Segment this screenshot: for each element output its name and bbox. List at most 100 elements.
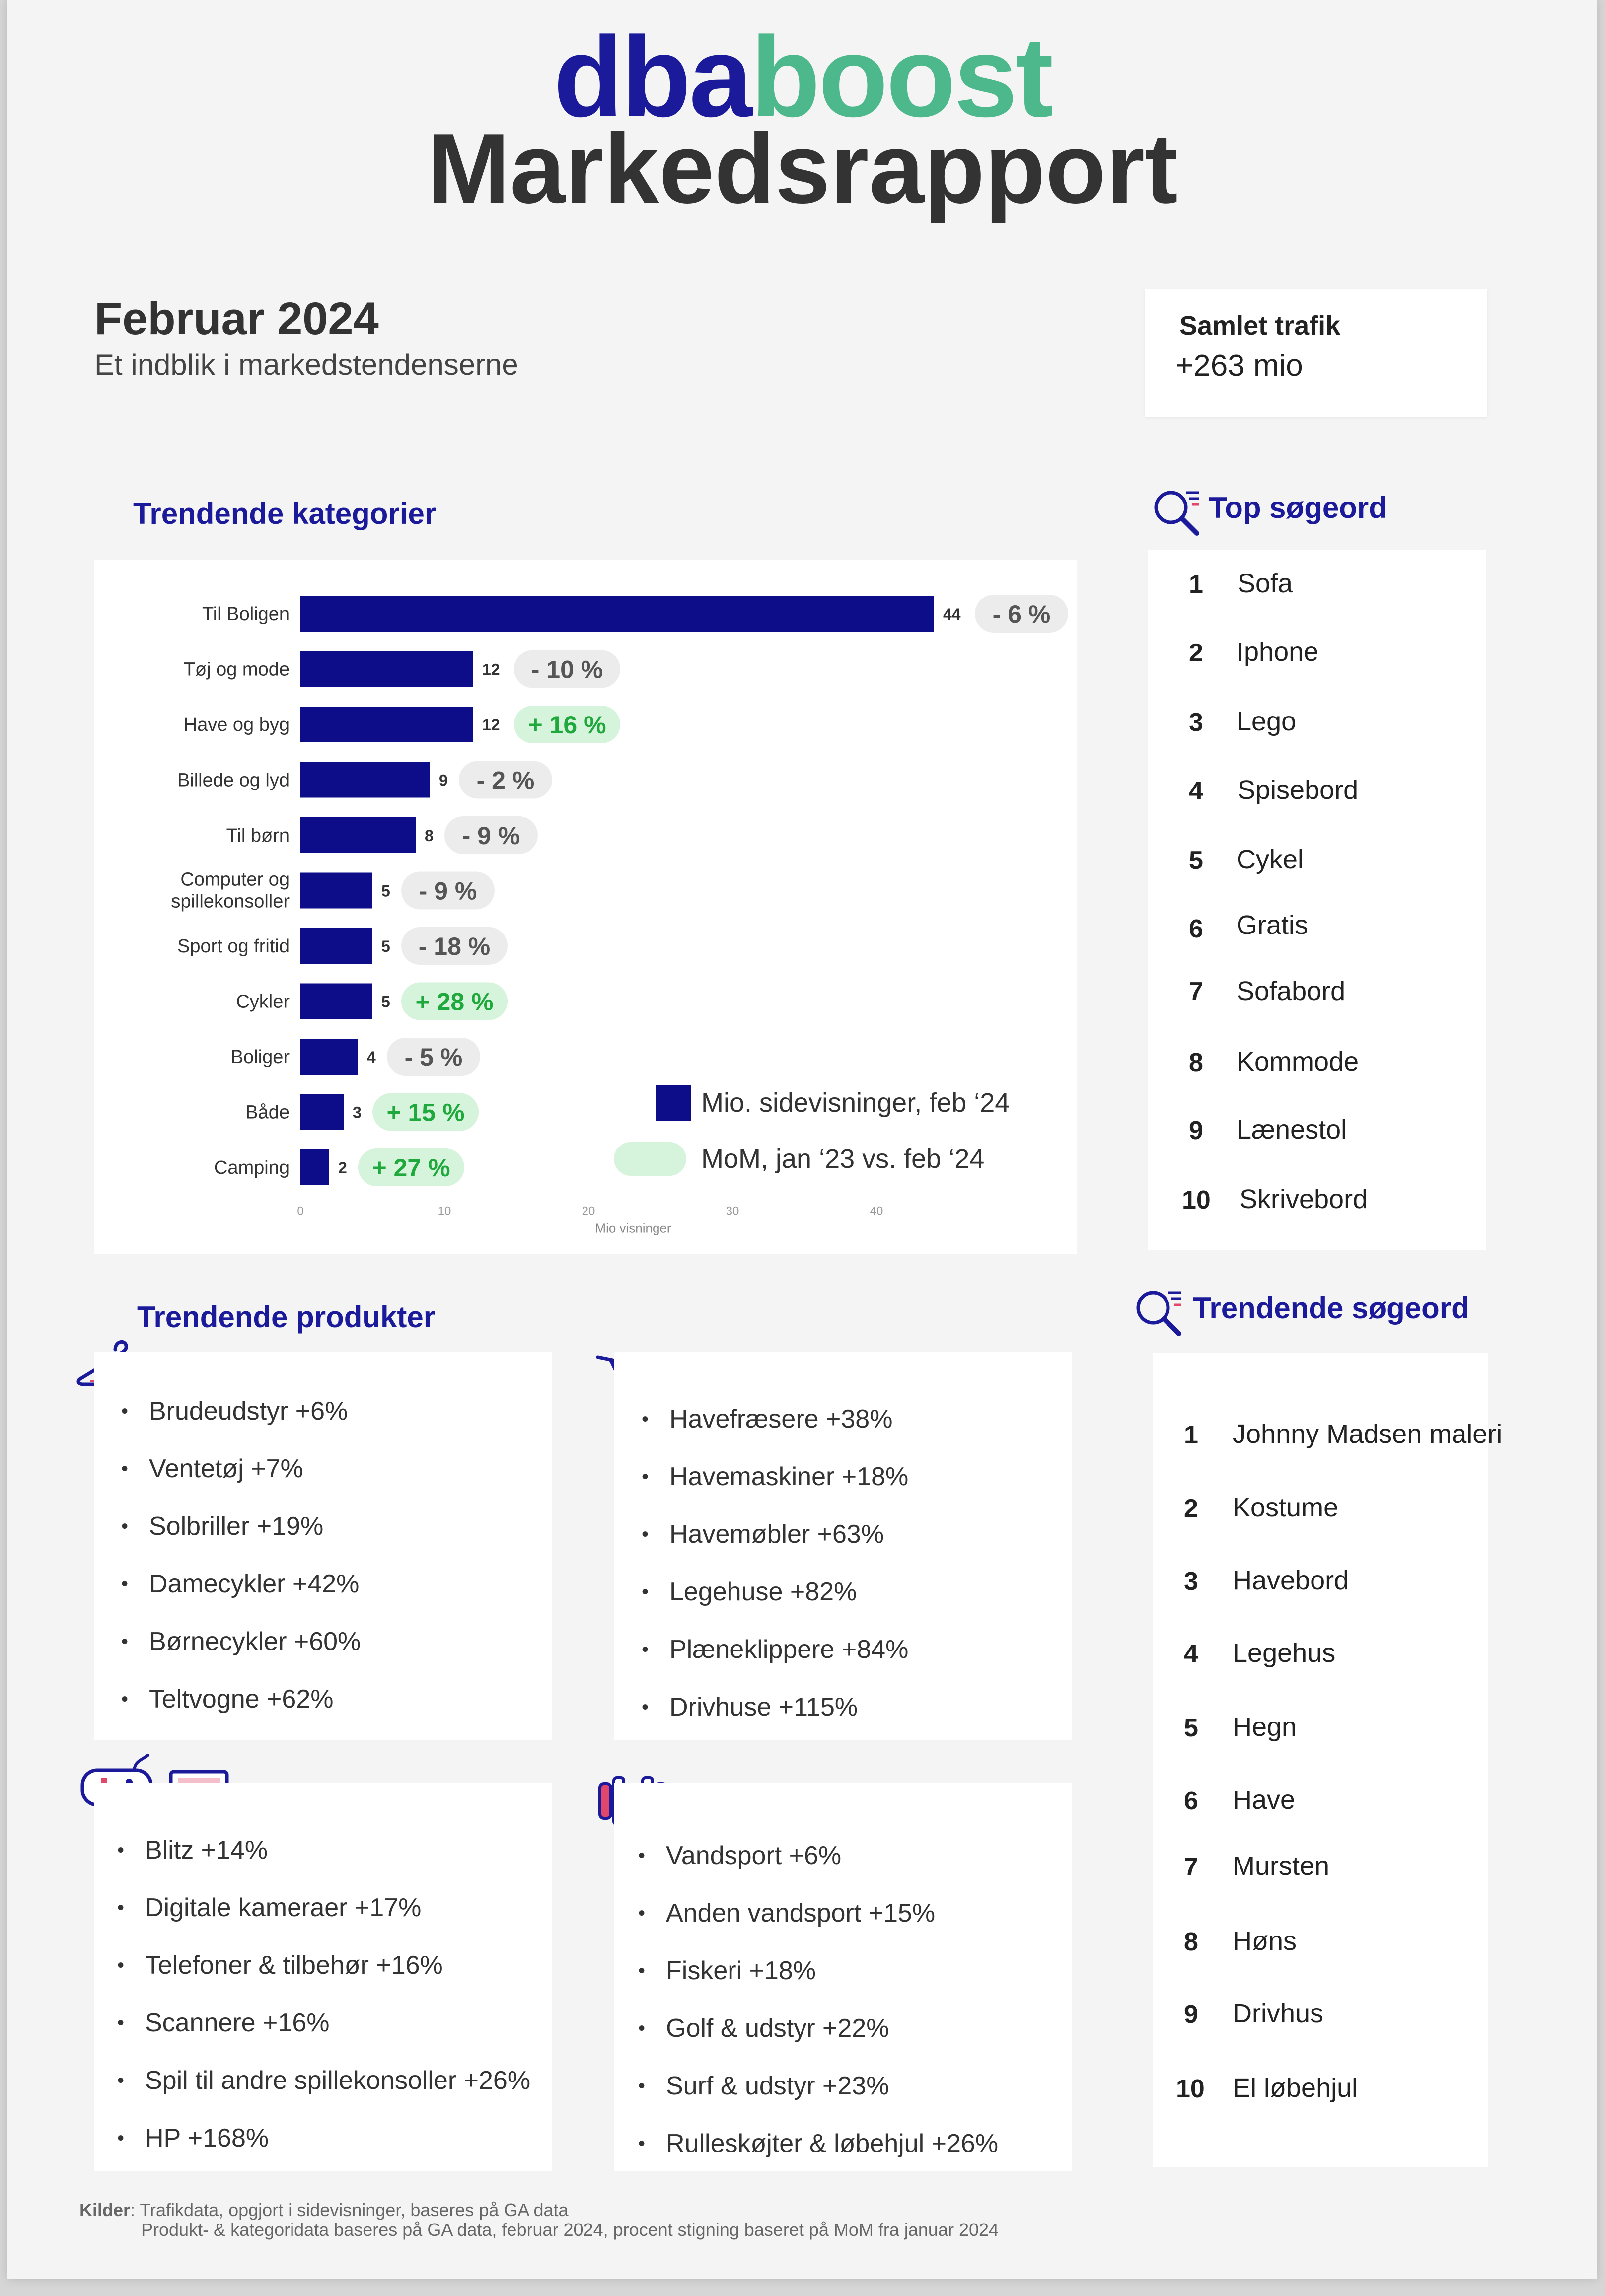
category-bar-chart: Til Boligen 44 - 6 % Tøj og mode 12 - 10 % Hav… — [171, 595, 1068, 1236]
category-bar — [300, 928, 372, 964]
mom-pill — [401, 927, 508, 965]
trending-search-rank: 1 — [1184, 1421, 1198, 1449]
mom-pill — [459, 761, 552, 799]
product-item: Plæneklippere +84% — [642, 1635, 908, 1692]
trending-search-term: El løbehjul — [1233, 2073, 1358, 2103]
product-item: Teltvogne +62% — [121, 1684, 361, 1742]
product-item: Surf & udstyr +23% — [638, 2071, 998, 2129]
category-label: Sport og fritid — [177, 936, 290, 957]
dbaboost-logo: dbaboost — [0, 20, 1605, 134]
sources-line-1: : Trafikdata, opgjort i sidevisninger, b… — [130, 2200, 569, 2220]
category-label: Boliger — [231, 1047, 290, 1068]
product-item: Drivhuse +115% — [642, 1692, 908, 1750]
top-search-rank: 1 — [1189, 570, 1203, 599]
top-search-term: Sofa — [1238, 569, 1293, 598]
top-search-term: Iphone — [1237, 637, 1319, 667]
bar-value-label: 8 — [425, 827, 434, 845]
sources-label: Kilder — [79, 2200, 131, 2220]
category-bar — [300, 707, 473, 742]
product-item: HP +168% — [117, 2123, 530, 2181]
top-search-rank: 7 — [1189, 977, 1203, 1006]
top-search-term: Kommode — [1237, 1047, 1359, 1076]
trending-search-rank: 2 — [1184, 1494, 1198, 1523]
trending-search-term: Drivhus — [1233, 1999, 1324, 2028]
category-label: spillekonsoller — [171, 891, 290, 912]
category-bar — [300, 872, 372, 909]
mom-label: - 9 % — [462, 822, 520, 850]
product-item: Rulleskøjter & løbehjul +26% — [638, 2129, 998, 2186]
mom-pill — [401, 982, 508, 1020]
page-title: Markedsrapport — [427, 113, 1178, 224]
bar-value-label: 5 — [381, 882, 390, 900]
trending-search-rank: 9 — [1184, 2000, 1198, 2029]
bar-value-label: 2 — [338, 1159, 347, 1177]
product-item: Spil til andre spillekonsoller +26% — [117, 2066, 530, 2123]
top-search-rank: 5 — [1189, 846, 1203, 875]
bar-value-label: 4 — [367, 1048, 376, 1066]
product-item: Digitale kameraer +17% — [117, 1893, 530, 1950]
x-tick-label: 20 — [582, 1205, 595, 1218]
top-search-rank: 9 — [1189, 1116, 1203, 1145]
trending-search-rank: 8 — [1184, 1928, 1198, 1956]
category-bar — [300, 596, 934, 632]
bar-value-label: 12 — [482, 716, 500, 734]
product-item: Anden vandsport +15% — [638, 1898, 998, 1956]
trending-search-rank: 4 — [1184, 1640, 1198, 1668]
trending-categories-chart: Til Boligen 44 - 6 % Tøj og mode 12 - 10 % Hav… — [94, 560, 1077, 1254]
logo-dba: dba — [553, 13, 753, 141]
category-label: Cykler — [236, 992, 290, 1012]
top-search-term: Lego — [1237, 707, 1297, 736]
top-search-term: Spisebord — [1238, 775, 1359, 805]
bar-value-label: 5 — [381, 993, 390, 1011]
product-item: Børnecykler +60% — [121, 1627, 361, 1684]
x-tick-label: 10 — [438, 1205, 451, 1218]
category-bar — [300, 762, 430, 798]
category-label: Til Boligen — [202, 604, 290, 625]
product-item: Solbriller +19% — [121, 1511, 361, 1569]
sources-line-2: Produkt- & kategoridata baseres på GA da… — [141, 2220, 999, 2240]
top-search-term: Sofabord — [1237, 976, 1346, 1006]
top-search-rank: 3 — [1189, 708, 1203, 737]
search-magnifier-icon — [1136, 1291, 1181, 1336]
mom-label: + 27 % — [372, 1154, 450, 1182]
mom-pill — [975, 595, 1068, 633]
mom-label: - 6 % — [993, 600, 1051, 628]
trending-search-term: Hegn — [1233, 1712, 1297, 1742]
top-search-term: Skrivebord — [1240, 1184, 1368, 1214]
product-item: Ventetøj +7% — [121, 1454, 361, 1511]
category-label: Billede og lyd — [177, 770, 290, 791]
trending-categories-title: Trendende kategorier — [133, 497, 437, 530]
legend-bar-swatch — [656, 1085, 691, 1121]
bar-value-label: 3 — [353, 1104, 362, 1122]
trending-search-term: Johnny Madsen maleri — [1233, 1419, 1503, 1449]
traffic-card: Samlet trafik +263 mio — [1145, 289, 1487, 417]
top-search-term: Gratis — [1237, 910, 1309, 940]
mom-pill — [372, 1093, 479, 1131]
product-item: Havefræsere +38% — [642, 1404, 908, 1462]
trending-search-rank: 7 — [1184, 1853, 1198, 1881]
top-search-title: Top søgeord — [1209, 491, 1387, 524]
mom-label: + 15 % — [386, 1099, 464, 1127]
product-item: Havemøbler +63% — [642, 1519, 908, 1577]
product-item: Blitz +14% — [117, 1835, 530, 1893]
product-item: Legehuse +82% — [642, 1577, 908, 1635]
product-item: Damecykler +42% — [121, 1569, 361, 1627]
mom-label: + 28 % — [415, 988, 493, 1016]
mom-pill — [444, 816, 538, 854]
trending-search-rank: 5 — [1184, 1714, 1198, 1742]
mom-label: - 10 % — [531, 656, 603, 684]
category-label: Tøj og mode — [184, 659, 290, 680]
report-subtitle: Et indblik i markedstendenserne — [94, 348, 518, 381]
category-bar — [300, 1039, 358, 1075]
top-search-term: Lænestol — [1237, 1115, 1347, 1145]
product-item: Golf & udstyr +22% — [638, 2013, 998, 2071]
category-label: Computer og — [180, 869, 290, 890]
trending-search-term: Høns — [1233, 1926, 1297, 1956]
sources-footnote: Kilder: Trafikdata, opgjort i sidevisnin… — [79, 2200, 569, 2221]
trending-search-term: Havebord — [1233, 1566, 1349, 1595]
top-search-rank: 6 — [1189, 915, 1203, 943]
mom-label: - 9 % — [419, 877, 477, 905]
bar-value-label: 44 — [943, 605, 961, 623]
legend-bar-label: Mio. sidevisninger, feb ‘24 — [701, 1088, 1010, 1118]
mom-label: - 18 % — [419, 933, 491, 960]
